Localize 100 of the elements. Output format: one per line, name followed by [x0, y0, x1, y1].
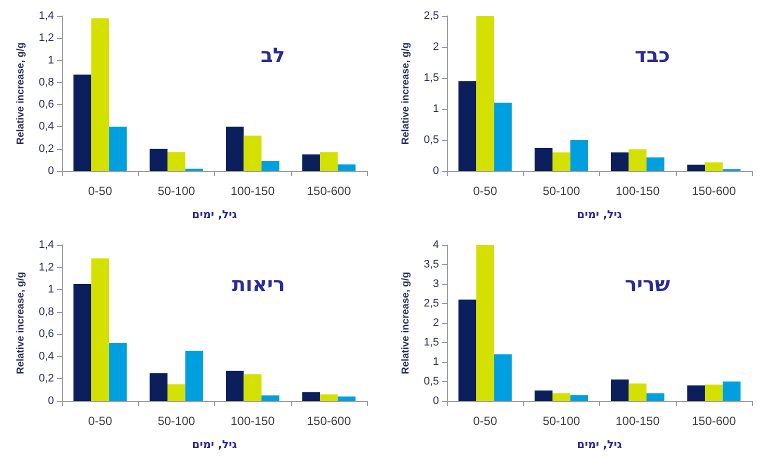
y-tick-label: 2,5: [424, 298, 439, 310]
bar: [476, 245, 494, 401]
y-tick-label: 0: [48, 165, 54, 177]
y-tick-label: 0,8: [38, 76, 54, 88]
bar: [687, 385, 705, 401]
bar: [226, 370, 244, 401]
x-tick-label: 150-600: [306, 184, 352, 198]
y-tick-label: 0,2: [38, 372, 54, 385]
y-tick-label: 1: [432, 356, 439, 368]
bar: [338, 164, 356, 171]
x-axis-title: גיל, ימים: [192, 438, 238, 451]
bar: [226, 126, 244, 171]
bar: [185, 350, 204, 401]
text: ריאות: [232, 272, 286, 296]
y-tick-label: 1: [48, 284, 54, 296]
x-tick-label: 150-600: [692, 414, 736, 428]
bar: [458, 300, 476, 401]
bar: [109, 126, 127, 171]
y-tick-label: 0,5: [424, 134, 439, 146]
bar: [262, 161, 280, 171]
y-tick-label: 1,5: [424, 336, 439, 348]
y-tick-label: 4: [432, 239, 439, 251]
bar: [704, 384, 723, 401]
y-tick-label: 1,4: [38, 10, 54, 22]
y-tick-label: 0,2: [38, 142, 54, 155]
bar: [338, 396, 356, 401]
y-tick-label: 3,5: [424, 258, 439, 270]
bar: [262, 395, 280, 401]
x-tick-label: 0-50: [88, 414, 112, 428]
bar: [628, 383, 647, 401]
bar: [476, 16, 494, 171]
x-tick-label: 100-150: [230, 184, 275, 198]
y-tick-label: 1,2: [38, 32, 54, 44]
bar: [494, 354, 512, 401]
bar: [244, 374, 262, 401]
bar: [610, 152, 629, 171]
y-tick-label: 0,5: [424, 376, 439, 388]
text: שריר: [624, 272, 670, 296]
bar: [302, 154, 320, 171]
bar: [704, 162, 723, 171]
y-tick-label: 1,2: [38, 261, 54, 274]
x-tick-label: 0-50: [88, 184, 112, 198]
bar: [646, 393, 664, 401]
bar: [646, 157, 664, 171]
y-tick-label: 0,6: [38, 328, 54, 340]
x-tick-label: 100-150: [616, 414, 660, 428]
bar: [552, 152, 570, 171]
bar: [320, 152, 338, 171]
y-axis-title: Relative increase, g/g: [400, 272, 412, 374]
bar: [722, 382, 741, 401]
y-axis-title: Relative increase, g/g: [16, 272, 26, 374]
y-tick-label: 0: [48, 395, 54, 407]
bar: [167, 384, 186, 401]
text: כבד: [634, 43, 670, 67]
y-tick-label: 0,8: [38, 306, 54, 318]
bar: [320, 394, 338, 401]
y-tick-label: 1: [432, 103, 439, 115]
bar: [244, 136, 262, 171]
y-tick-label: 1,5: [424, 72, 439, 84]
bar: [534, 148, 552, 171]
text: לב: [260, 43, 285, 67]
y-tick-label: 2: [432, 317, 439, 329]
x-tick-label: 0-50: [473, 184, 498, 198]
bar: [91, 18, 110, 171]
x-tick-label: 0-50: [473, 414, 498, 428]
x-axis-title: גיל, ימים: [577, 438, 622, 451]
x-tick-label: 50-100: [158, 184, 196, 198]
y-tick-label: 3: [432, 278, 439, 290]
x-axis-title: גיל, ימים: [192, 208, 238, 221]
bar: [687, 164, 705, 171]
bar: [458, 81, 476, 171]
x-tick-label: 150-600: [306, 414, 352, 428]
y-tick-label: 0,4: [38, 350, 54, 362]
bar: [570, 140, 588, 171]
bar: [109, 343, 127, 401]
bar: [628, 149, 647, 171]
y-tick-label: 0,6: [38, 98, 54, 111]
y-tick-label: 1: [48, 54, 54, 66]
y-tick-label: 1,4: [38, 239, 54, 251]
y-axis-title: Relative increase, g/g: [400, 42, 412, 145]
y-tick-label: 2,5: [424, 10, 439, 22]
x-axis-title: גיל, ימים: [577, 208, 622, 221]
x-tick-label: 150-600: [692, 184, 736, 198]
bar: [150, 148, 168, 171]
bar: [552, 393, 570, 401]
bar: [610, 380, 629, 401]
y-tick-label: 0: [432, 395, 439, 407]
y-tick-label: 0: [432, 165, 439, 177]
bar: [494, 102, 512, 171]
bar: [534, 390, 552, 401]
y-tick-label: 2: [432, 41, 439, 53]
y-tick-label: 0,4: [38, 120, 54, 133]
y-axis-title: Relative increase, g/g: [16, 42, 26, 145]
bar: [570, 395, 588, 401]
bar: [302, 392, 320, 401]
bar: [150, 373, 168, 401]
x-tick-label: 100-150: [616, 184, 660, 198]
bar: [167, 152, 186, 171]
bar: [91, 258, 110, 401]
x-tick-label: 100-150: [230, 414, 275, 428]
